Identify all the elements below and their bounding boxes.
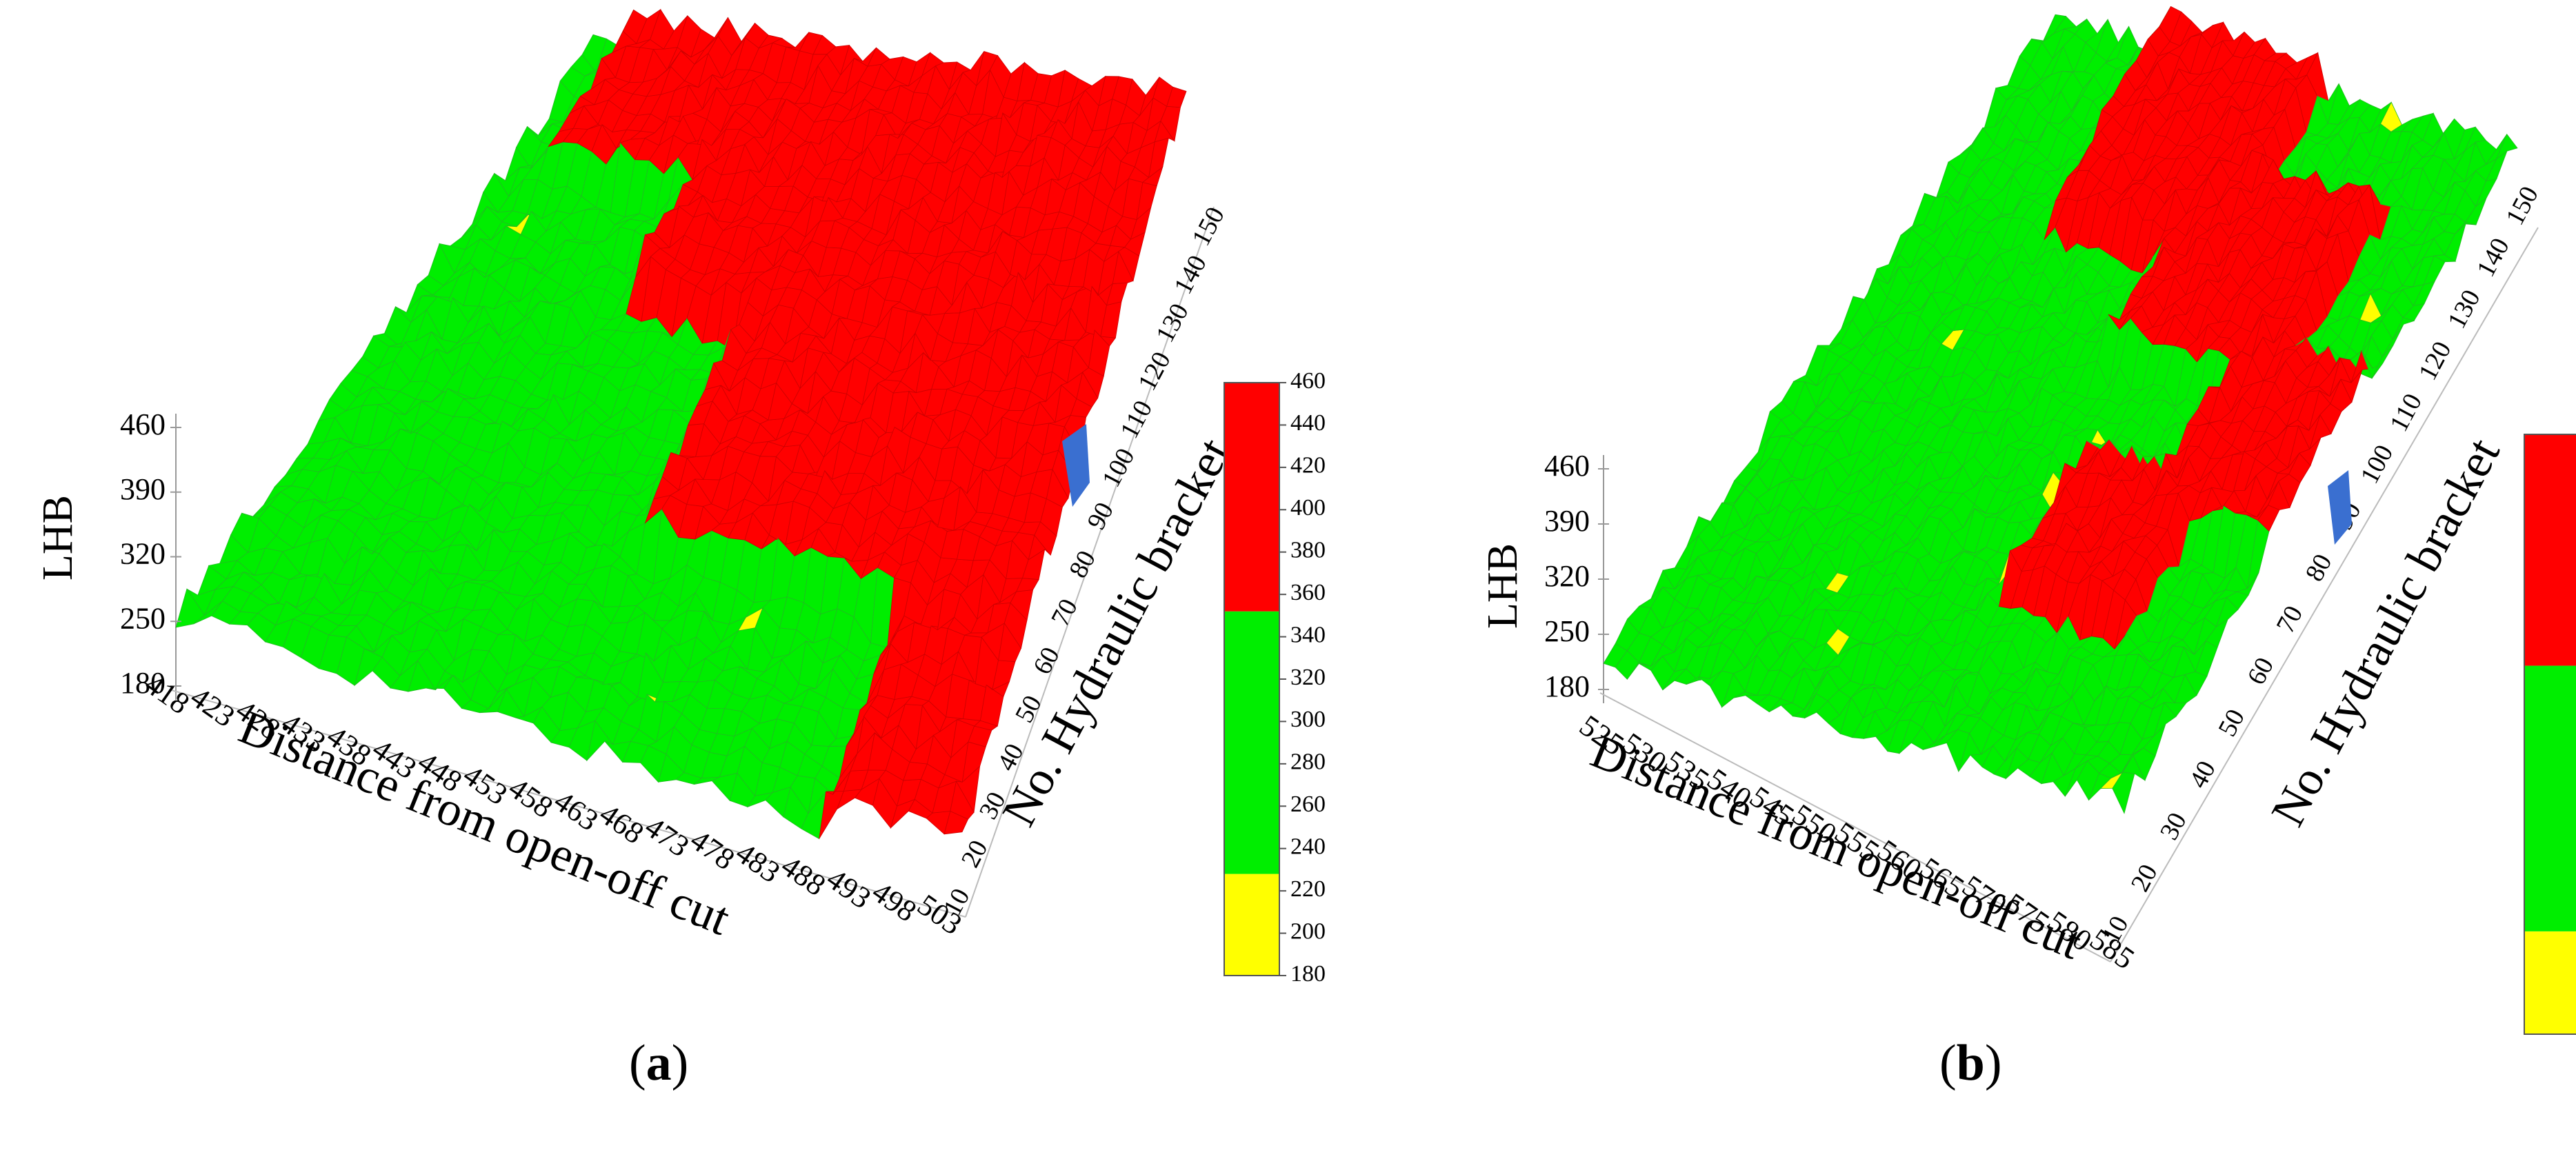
colorbar-band [1224, 611, 1279, 874]
y-tick-label: 70 [1046, 594, 1084, 631]
y-tick-label: 130 [1150, 299, 1195, 347]
colorbar-band [2524, 434, 2576, 666]
y-tick-label: 60 [2241, 653, 2279, 689]
z-axis-label: LHB [1479, 543, 1526, 629]
y-tick-label: 40 [2184, 756, 2221, 793]
x-tick-label: 473 [639, 809, 695, 863]
y-tick-label: 150 [1186, 202, 1230, 250]
y-axis-floor-line [965, 206, 1215, 918]
panel-caption-a-letter: a [646, 1035, 672, 1091]
y-tick-label: 100 [1097, 443, 1141, 492]
x-tick-label: 488 [775, 849, 832, 902]
colorbar-tick-label: 380 [1290, 538, 1326, 563]
colorbar-band [1224, 874, 1279, 976]
colorbar-tick-label: 440 [1290, 410, 1326, 436]
surface-panel-b: 180250320390460LHB5255305355405455505555… [1479, 6, 2576, 1035]
z-tick-label: 320 [120, 537, 166, 571]
y-tick-label: 150 [2500, 181, 2544, 230]
panel-caption-a: (a) [629, 1035, 689, 1091]
colorbar-tick-label: 180 [1290, 961, 1326, 987]
direction-arrow-icon [1062, 424, 1090, 507]
x-tick-label: 493 [821, 862, 877, 916]
colorbar: 180 200 220 240 260 280 300 320 340 360 380 400 420 4… [1224, 368, 1326, 987]
y-tick-label: 80 [1064, 546, 1101, 583]
y-tick-label: 140 [2471, 233, 2515, 281]
colorbar-band [1224, 383, 1279, 612]
x-axis-floor-line [168, 689, 966, 918]
surface-mesh [175, 8, 1187, 840]
colorbar-band [2524, 931, 2576, 1034]
colorbar-frame [2524, 434, 2576, 1035]
direction-arrow-icon [2328, 470, 2352, 545]
z-tick-label: 250 [1544, 614, 1590, 648]
surface-cell [1166, 86, 1187, 108]
y-tick-label: 50 [2213, 705, 2250, 741]
y-tick-label: 30 [2155, 808, 2193, 845]
z-tick-label: 460 [1544, 449, 1590, 483]
colorbar-tick-label: 460 [1290, 368, 1326, 394]
colorbar-tick-label: 300 [1290, 707, 1326, 732]
surface-mesh [1603, 6, 2518, 814]
z-tick-label: 320 [1544, 559, 1590, 593]
colorbar-tick-label: 400 [1290, 495, 1326, 521]
y-tick-label: 110 [1115, 396, 1158, 443]
y-tick-label: 100 [2355, 440, 2399, 488]
y-tick-label: 120 [1132, 347, 1177, 395]
z-tick-label: 390 [1544, 504, 1590, 538]
y-axis-floor-line [2110, 227, 2539, 962]
y-tick-label: 20 [956, 836, 994, 872]
z-tick-label: 250 [120, 601, 166, 635]
colorbar-tick-label: 200 [1290, 918, 1326, 944]
surface-panel-a: 180250320390460LHB4184234284334384434484… [34, 8, 1326, 987]
colorbar-tick-label: 360 [1290, 580, 1326, 605]
colorbar-tick-label: 320 [1290, 665, 1326, 690]
panel-caption-b-letter: b [1956, 1035, 1985, 1091]
z-tick-label: 460 [120, 407, 166, 441]
colorbar-tick-label: 420 [1290, 453, 1326, 478]
colorbar-tick-label: 240 [1290, 834, 1326, 860]
x-tick-label: 478 [684, 823, 741, 876]
y-tick-label: 20 [2126, 860, 2164, 896]
panel-caption-b: (b) [1939, 1035, 2002, 1091]
y-tick-label: 140 [1168, 250, 1212, 299]
colorbar: 1802002202402602803003203403603804004204… [2524, 434, 2576, 1035]
surface-cell [2495, 133, 2518, 160]
colorbar-band [2524, 665, 2576, 931]
colorbar-tick-label: 280 [1290, 749, 1326, 775]
z-tick-label: 180 [120, 666, 166, 700]
x-tick-label: 423 [184, 680, 241, 734]
colorbar-tick-label: 340 [1290, 622, 1326, 647]
x-axis-floor-line [1599, 692, 2111, 962]
colorbar-tick-label: 260 [1290, 791, 1326, 817]
colorbar-tick-label: 220 [1290, 876, 1326, 902]
z-tick-label: 390 [120, 472, 166, 506]
z-axis-label: LHB [34, 495, 81, 581]
y-tick-label: 130 [2442, 285, 2486, 333]
x-tick-label: 483 [730, 836, 786, 889]
y-tick-label: 90 [1081, 498, 1119, 534]
x-tick-label: 498 [866, 875, 923, 929]
z-tick-label: 180 [1544, 669, 1590, 703]
